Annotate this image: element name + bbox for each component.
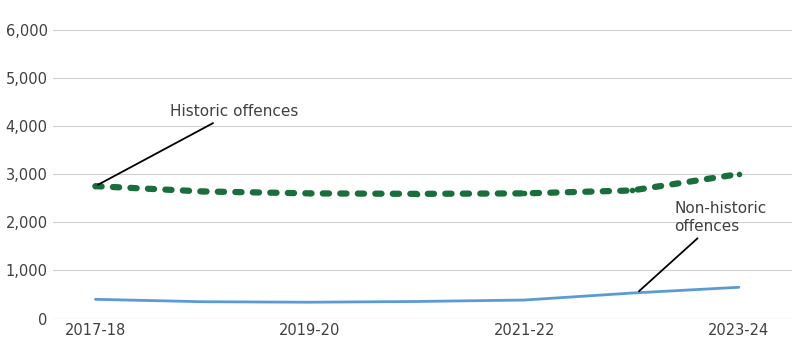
Text: Non-historic
offences: Non-historic offences bbox=[639, 201, 767, 291]
Text: Historic offences: Historic offences bbox=[98, 104, 299, 185]
